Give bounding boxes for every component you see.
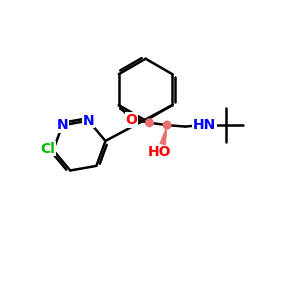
Circle shape bbox=[146, 119, 153, 127]
Text: N: N bbox=[82, 114, 94, 128]
Text: O: O bbox=[125, 113, 137, 127]
Text: HN: HN bbox=[193, 118, 216, 132]
Text: N: N bbox=[56, 118, 68, 132]
Polygon shape bbox=[160, 125, 167, 145]
Circle shape bbox=[163, 121, 171, 129]
Text: Cl: Cl bbox=[40, 142, 56, 156]
Text: HO: HO bbox=[148, 145, 172, 159]
